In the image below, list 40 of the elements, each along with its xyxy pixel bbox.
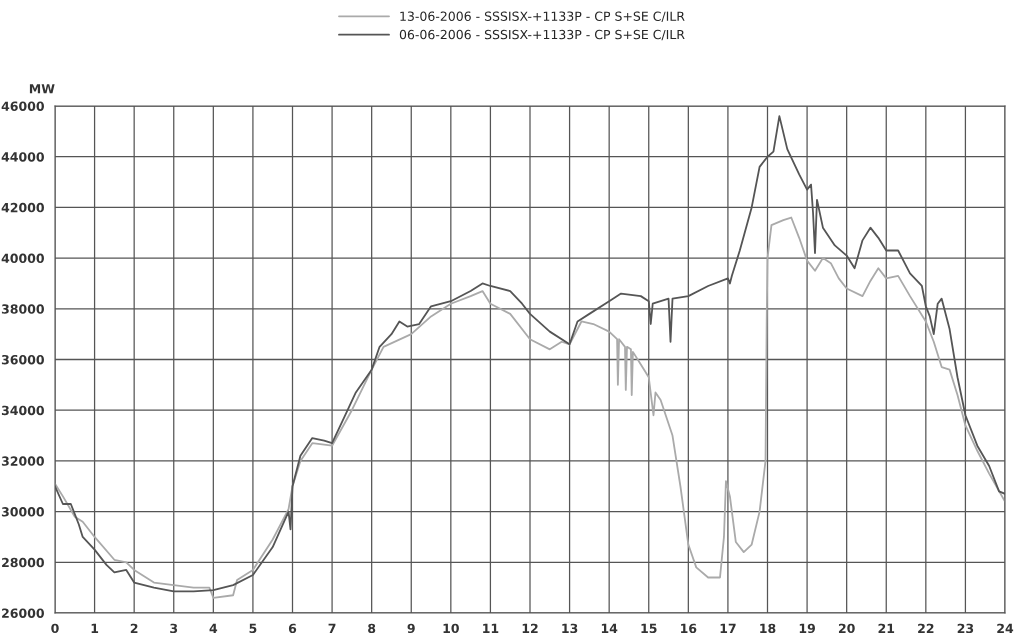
x-tick-label: 11 xyxy=(483,623,499,633)
x-tick-label: 20 xyxy=(838,623,855,634)
legend-label: 06-06-2006 - SSSISX-+1133P - CP S+SE C/ILR xyxy=(399,29,685,41)
legend-label: 13-06-2006 - SSSISX-+1133P - CP S+SE C/ILR xyxy=(400,11,685,22)
y-tick-label: 36000 xyxy=(1,354,44,365)
x-tick-label: 24 xyxy=(997,623,1014,633)
x-tick-label: 21 xyxy=(878,623,895,633)
y-tick-label: 30000 xyxy=(1,507,44,517)
x-tick-label: 13 xyxy=(562,623,578,634)
x-tick-label: 19 xyxy=(799,623,815,634)
x-tick-label: 3 xyxy=(170,623,178,634)
y-tick-label: 46000 xyxy=(1,101,44,111)
x-tick-label: 18 xyxy=(760,623,776,634)
y-tick-label: 26000 xyxy=(2,608,44,618)
x-tick-label: 5 xyxy=(249,623,257,634)
x-tick-label: 23 xyxy=(957,623,974,634)
x-tick-label: 4 xyxy=(209,623,218,633)
line-series xyxy=(55,216,1005,599)
x-tick-label: 14 xyxy=(601,623,618,633)
x-tick-label: 9 xyxy=(407,623,415,634)
x-tick-label: 12 xyxy=(522,623,538,633)
x-tick-label: 17 xyxy=(720,623,736,633)
x-tick-label: 16 xyxy=(681,623,697,634)
y-tick-label: 32000 xyxy=(1,456,44,466)
x-tick-label: 10 xyxy=(443,623,459,634)
x-tick-label: 22 xyxy=(918,623,934,633)
x-tick-label: 15 xyxy=(641,623,657,634)
x-tick-label: 2 xyxy=(130,623,138,633)
y-axis-title: MW xyxy=(29,84,55,94)
x-tick-label: 1 xyxy=(91,623,99,633)
y-tick-label: 42000 xyxy=(1,202,44,213)
x-tick-label: 6 xyxy=(288,623,297,634)
y-tick-label: 38000 xyxy=(1,304,44,314)
x-tick-label: 0 xyxy=(51,623,59,634)
y-tick-label: 28000 xyxy=(2,557,44,568)
x-tick-label: 7 xyxy=(328,623,336,633)
x-tick-label: 8 xyxy=(368,623,376,634)
y-tick-label: 34000 xyxy=(1,405,44,416)
y-tick-label: 40000 xyxy=(1,253,44,264)
y-tick-label: 44000 xyxy=(1,152,44,162)
